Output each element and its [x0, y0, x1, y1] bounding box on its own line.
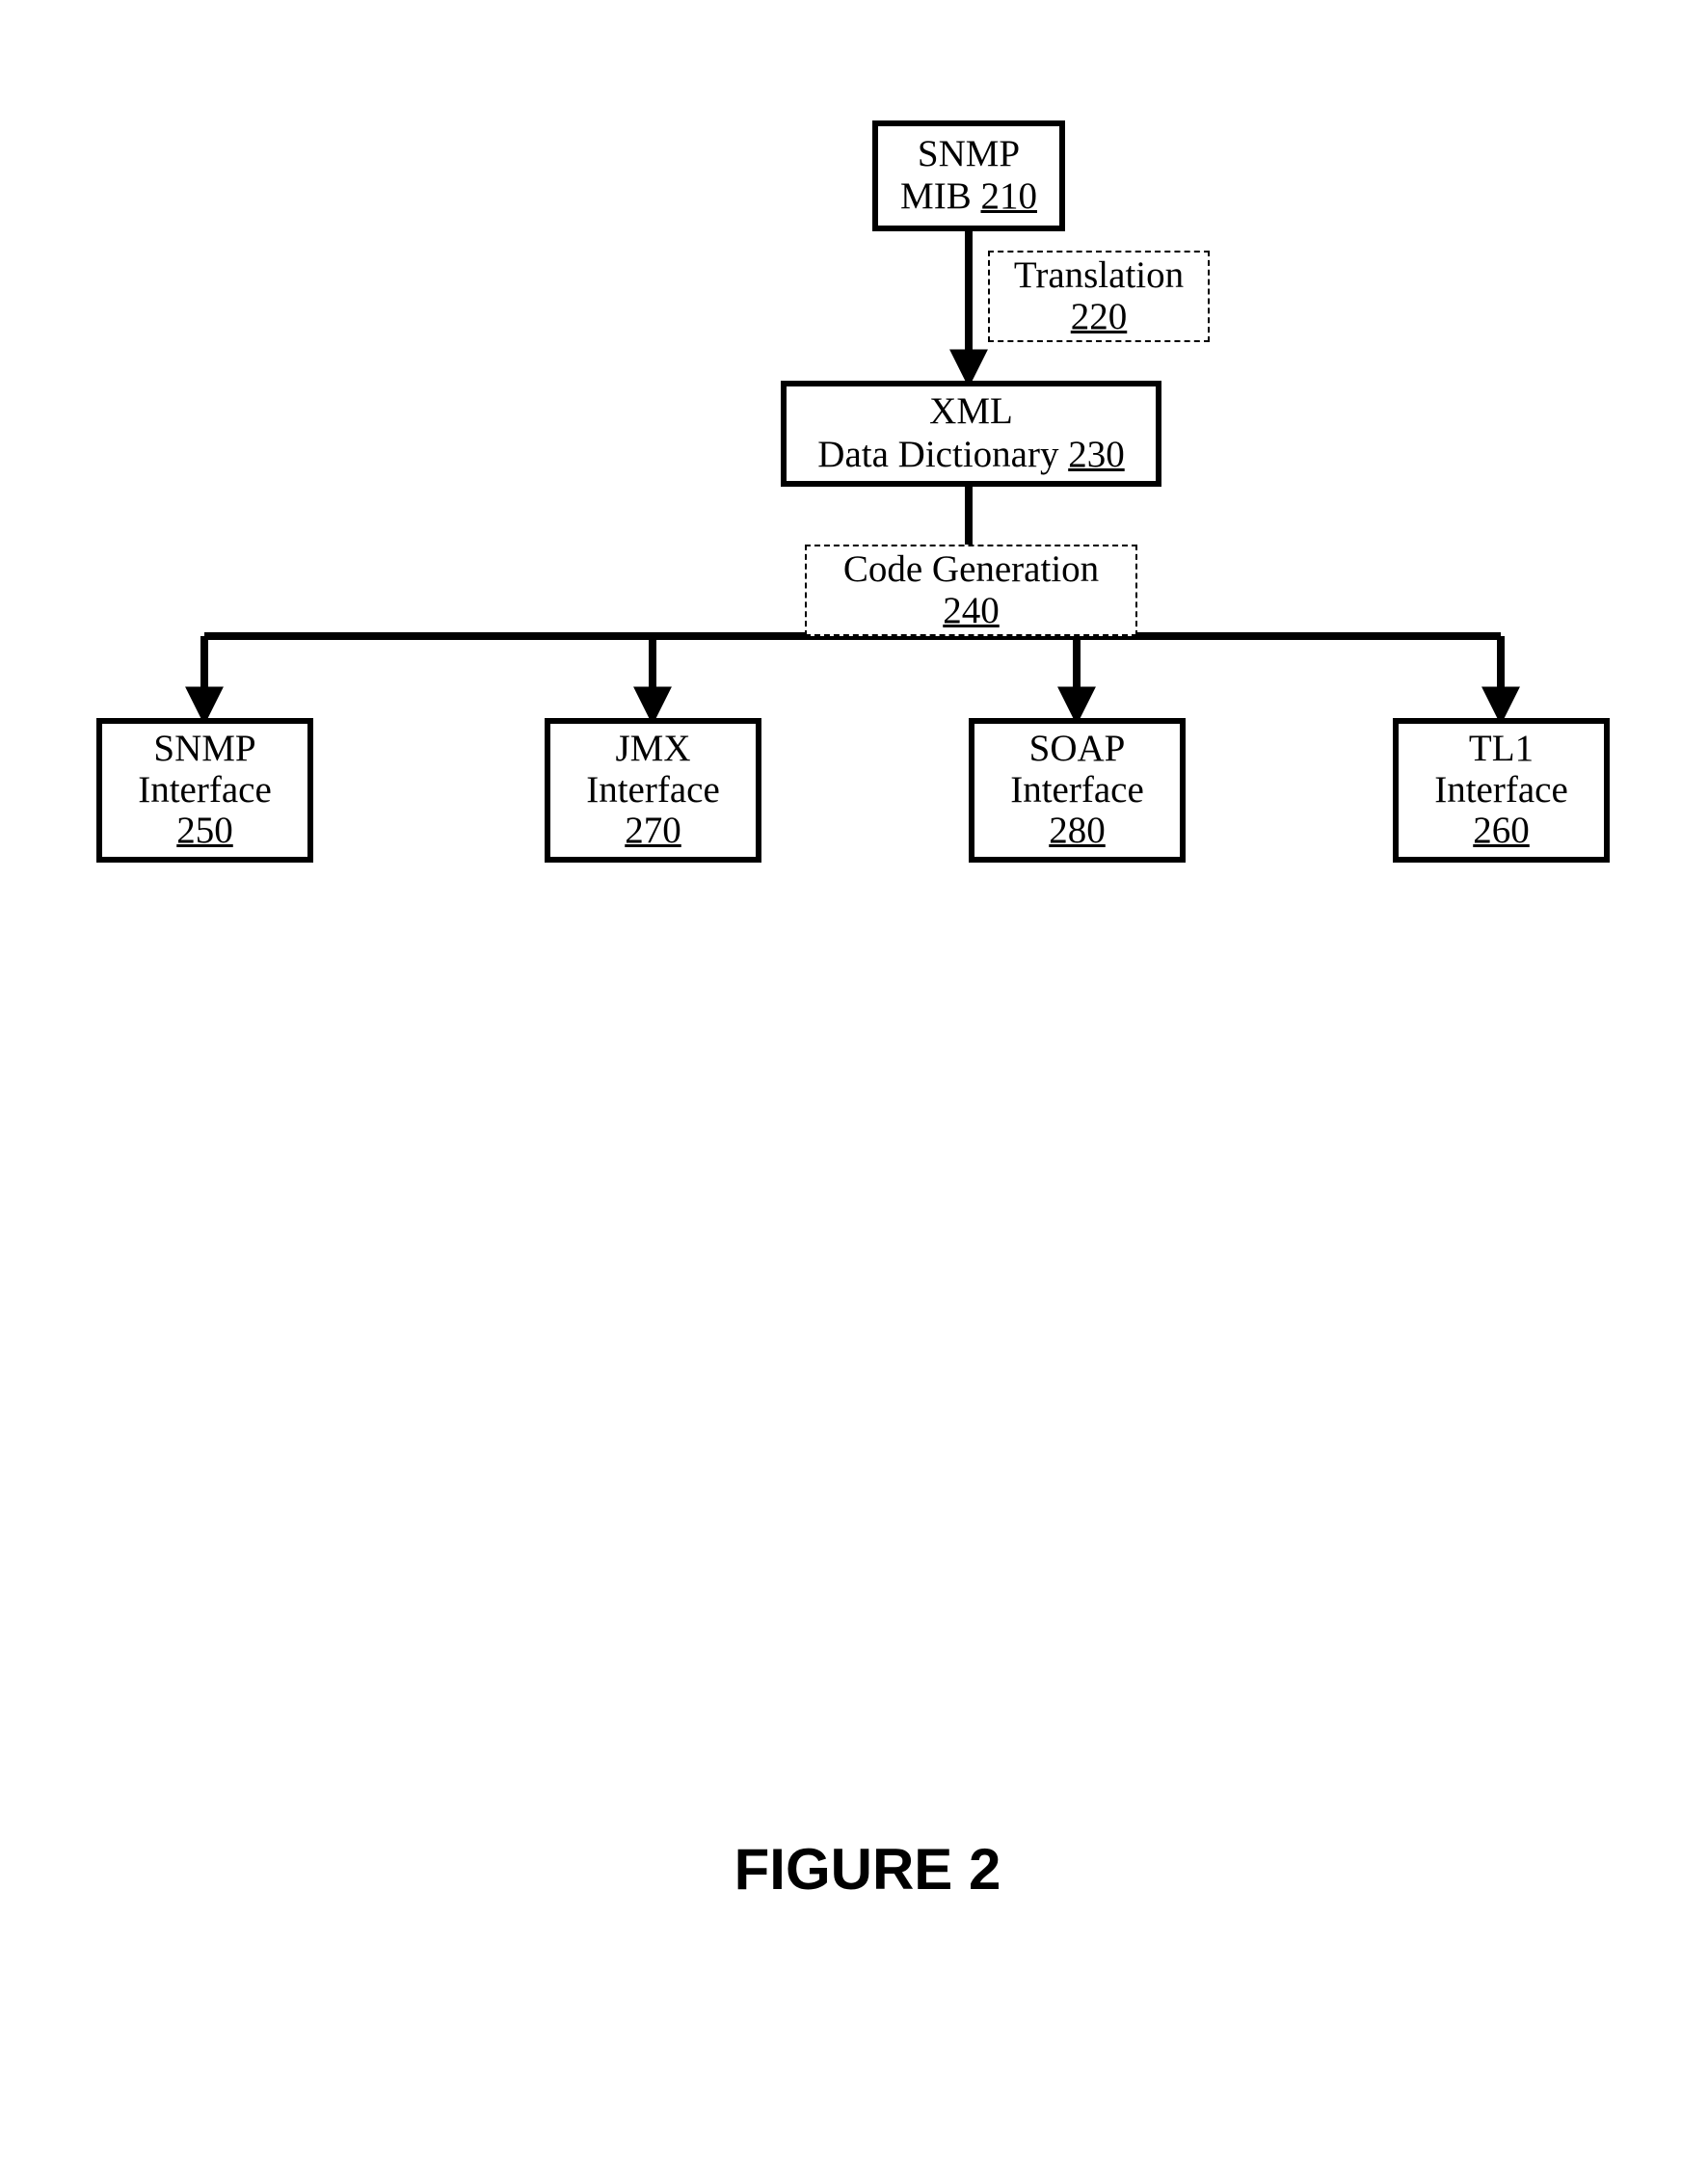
node-xml-data-dictionary: XML Data Dictionary 230	[781, 381, 1161, 487]
translation-number: 220	[1071, 297, 1128, 338]
snmp-mib-line1: SNMP	[918, 134, 1020, 175]
snmp-mib-number: 210	[980, 175, 1037, 217]
node-code-generation: Code Generation 240	[805, 545, 1137, 636]
xml-dd-line1: XML	[929, 391, 1013, 433]
node-tl1-interface: TL1 Interface 260	[1393, 718, 1610, 863]
translation-line1: Translation	[1014, 255, 1184, 297]
node-snmp-interface: SNMP Interface 250	[96, 718, 313, 863]
snmp-if-line2: Interface	[138, 770, 272, 812]
snmp-if-line1: SNMP	[153, 729, 255, 770]
node-soap-interface: SOAP Interface 280	[969, 718, 1186, 863]
tl1-if-number: 260	[1473, 811, 1530, 852]
soap-if-number: 280	[1049, 811, 1106, 852]
soap-if-line2: Interface	[1010, 770, 1144, 812]
diagram-container: SNMP MIB 210 Translation 220 XML Data Di…	[0, 0, 1708, 2183]
code-gen-line1: Code Generation	[843, 549, 1099, 591]
code-gen-number: 240	[943, 591, 1000, 632]
jmx-if-line1: JMX	[615, 729, 690, 770]
node-translation: Translation 220	[988, 251, 1210, 342]
tl1-if-line1: TL1	[1469, 729, 1534, 770]
soap-if-line1: SOAP	[1029, 729, 1126, 770]
xml-dd-line2: Data Dictionary	[817, 434, 1058, 475]
jmx-if-number: 270	[625, 811, 681, 852]
snmp-if-number: 250	[176, 811, 233, 852]
snmp-mib-line2: MIB	[900, 175, 972, 217]
node-jmx-interface: JMX Interface 270	[545, 718, 761, 863]
node-snmp-mib: SNMP MIB 210	[872, 120, 1065, 231]
jmx-if-line2: Interface	[586, 770, 720, 812]
figure-label: FIGURE 2	[578, 1836, 1157, 1903]
xml-dd-number: 230	[1068, 434, 1125, 475]
tl1-if-line2: Interface	[1434, 770, 1568, 812]
